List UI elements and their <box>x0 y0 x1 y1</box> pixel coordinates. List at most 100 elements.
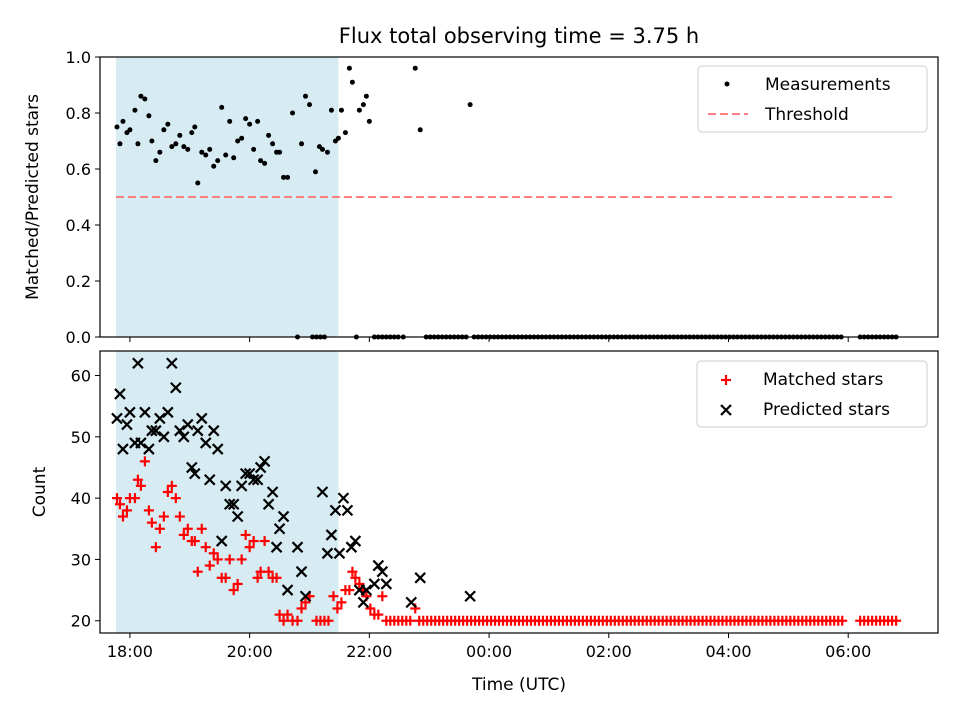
top-legend: Measurements Threshold <box>697 65 928 133</box>
matched-star-point <box>154 523 165 534</box>
matched-star-point <box>111 493 122 504</box>
matched-star-point <box>248 536 259 547</box>
top-y-axis-label: Matched/Predicted stars <box>23 94 43 300</box>
legend-measurements-marker <box>724 81 730 87</box>
measurement-point <box>161 127 167 133</box>
predicted-star-point <box>154 412 166 425</box>
measurement-point <box>117 141 123 147</box>
matched-star-point <box>228 585 239 596</box>
measurement-point <box>203 152 209 158</box>
matched-star-point <box>204 560 215 571</box>
measurement-point <box>223 152 229 158</box>
measurement-point <box>285 174 291 180</box>
matched-star-point <box>373 609 384 620</box>
measurement-point <box>135 141 141 147</box>
legend-measurements-label: Measurements <box>765 75 891 95</box>
measurement-point <box>270 141 276 147</box>
y-tick-label: 40 <box>71 489 91 508</box>
matched-star-point <box>405 615 416 626</box>
y-tick-label: 0.8 <box>66 104 91 123</box>
predicted-star-point <box>345 541 358 553</box>
measurement-point <box>349 79 355 85</box>
measurement-point <box>299 141 305 147</box>
matched-star-point <box>300 597 311 608</box>
matched-star-point <box>143 505 154 516</box>
measurement-point <box>342 130 348 136</box>
matched-star-point <box>244 542 255 553</box>
predicted-star-point <box>243 467 256 480</box>
predicted-star-point <box>195 412 208 425</box>
matched-star-point <box>117 511 128 522</box>
matched-star-point <box>891 615 902 626</box>
predicted-star-point <box>251 473 264 486</box>
matched-star-point <box>278 615 289 626</box>
predicted-star-point <box>329 504 342 517</box>
y-tick-label: 0.2 <box>66 272 91 291</box>
bottom-panel: 20 30 40 50 60 18:00 20:00 22:00 00:00 02:00 04:0… <box>30 350 939 695</box>
measurement-point <box>157 149 163 155</box>
predicted-star-point <box>121 418 133 431</box>
matched-star-point <box>263 566 274 577</box>
bottom-y-ticks: 20 30 40 50 60 <box>71 367 100 631</box>
measurement-point <box>189 130 195 136</box>
measurement-point <box>239 135 245 141</box>
top-axes-frame <box>99 56 939 338</box>
predicted-star-point <box>277 510 290 523</box>
matched-star-point <box>162 487 173 497</box>
matched-star-point <box>232 578 243 589</box>
matched-star-point <box>328 591 339 602</box>
bottom-legend-box <box>696 360 928 428</box>
predicted-star-point <box>178 431 190 443</box>
measurement-point <box>149 138 155 144</box>
matched-star-point <box>332 603 343 614</box>
matched-star-point <box>365 603 376 614</box>
y-tick-label: 1.0 <box>66 48 91 67</box>
measurement-point <box>328 107 334 113</box>
matched-star-point <box>132 474 143 485</box>
bottom-points <box>111 357 902 626</box>
predicted-star-point <box>405 596 418 609</box>
measurement-point <box>153 158 159 164</box>
y-tick-label: 20 <box>71 612 91 631</box>
predicted-star-point <box>191 424 204 437</box>
measurement-point <box>251 146 257 152</box>
measurement-point <box>346 65 352 71</box>
matched-star-point <box>837 615 848 626</box>
measurement-point <box>120 118 126 124</box>
x-tick-label: 20:00 <box>227 642 273 661</box>
matched-star-point <box>323 615 334 626</box>
matched-star-point <box>336 597 347 608</box>
top-y-ticks: 0.0 0.2 0.4 0.6 0.8 1.0 <box>66 48 100 347</box>
legend-predicted-marker <box>720 404 732 416</box>
predicted-star-point <box>273 523 286 535</box>
measurement-point <box>215 158 221 164</box>
measurement-point <box>169 144 175 150</box>
predicted-star-point <box>146 424 158 437</box>
measurement-point <box>185 146 191 152</box>
measurement-point <box>192 124 198 130</box>
matched-star-point <box>240 529 251 540</box>
measurement-point <box>356 107 362 113</box>
predicted-star-point <box>162 406 174 419</box>
matched-star-point <box>282 609 293 620</box>
predicted-star-point <box>341 504 354 517</box>
x-tick-label: 04:00 <box>705 642 751 661</box>
measurement-point <box>266 132 272 138</box>
predicted-star-point <box>188 467 201 480</box>
predicted-star-point <box>464 590 476 602</box>
measurement-point <box>412 65 418 71</box>
matched-star-point <box>178 529 189 540</box>
matched-star-point <box>150 542 161 553</box>
measurement-point <box>262 160 268 166</box>
legend-matched-marker <box>721 375 731 385</box>
matched-star-point <box>174 511 185 522</box>
matched-star-point <box>224 554 235 565</box>
x-tick-label: 02:00 <box>586 642 632 661</box>
matched-star-point <box>146 517 157 528</box>
predicted-star-point <box>247 473 260 486</box>
x-tick-label: 18:00 <box>107 642 153 661</box>
predicted-star-point <box>254 461 267 474</box>
measurement-point <box>255 118 261 124</box>
predicted-star-point <box>174 424 186 437</box>
matched-star-point <box>220 572 231 583</box>
